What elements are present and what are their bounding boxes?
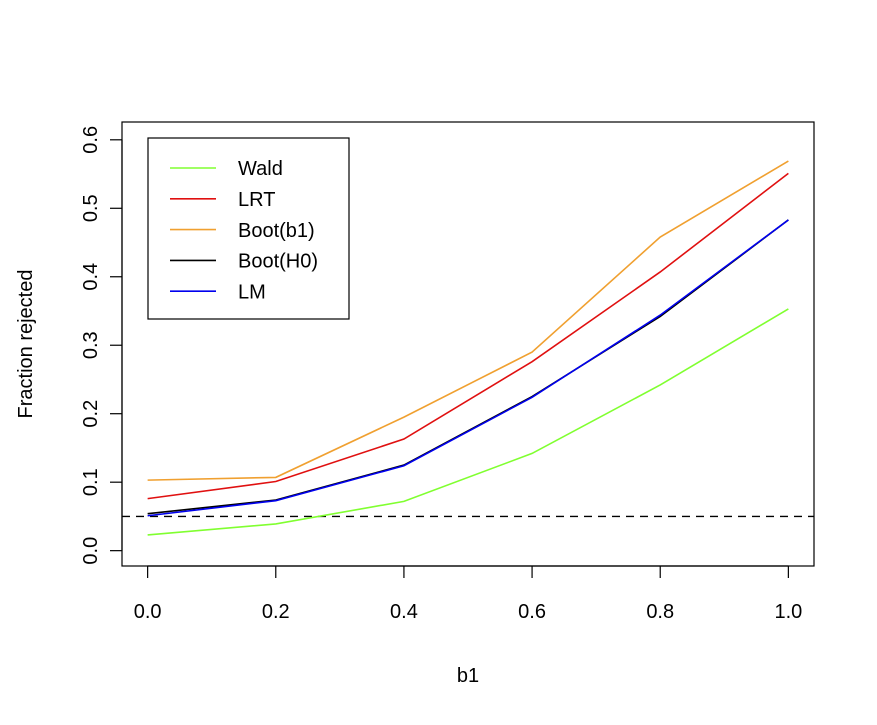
y-tick-label: 0.3	[80, 331, 102, 359]
series-line-wald	[147, 308, 789, 536]
legend-label: Boot(b1)	[238, 220, 315, 242]
y-tick-label: 0.0	[80, 537, 102, 565]
y-tick-label: 0.6	[80, 126, 102, 154]
x-axis-label: b1	[457, 665, 479, 687]
legend-label: Wald	[238, 158, 283, 180]
y-tick-label: 0.2	[80, 400, 102, 428]
legend-label: LM	[238, 281, 266, 303]
y-tick-label: 0.4	[80, 263, 102, 291]
x-tick-label: 0.8	[646, 601, 674, 623]
x-tick-label: 0.2	[262, 601, 290, 623]
series-line-lm	[147, 219, 789, 517]
y-tick-label: 0.1	[80, 468, 102, 496]
x-tick-label: 1.0	[774, 601, 802, 623]
legend-label: Boot(H0)	[238, 251, 318, 273]
y-tick-label: 0.5	[80, 194, 102, 222]
series-line-boot-b1-	[147, 160, 789, 481]
series-line-lrt	[147, 172, 789, 500]
legend-label: LRT	[238, 189, 275, 211]
x-tick-label: 0.0	[134, 601, 162, 623]
y-axis-label: Fraction rejected	[15, 270, 37, 419]
x-tick-label: 0.6	[518, 601, 546, 623]
x-tick-label: 0.4	[390, 601, 418, 623]
